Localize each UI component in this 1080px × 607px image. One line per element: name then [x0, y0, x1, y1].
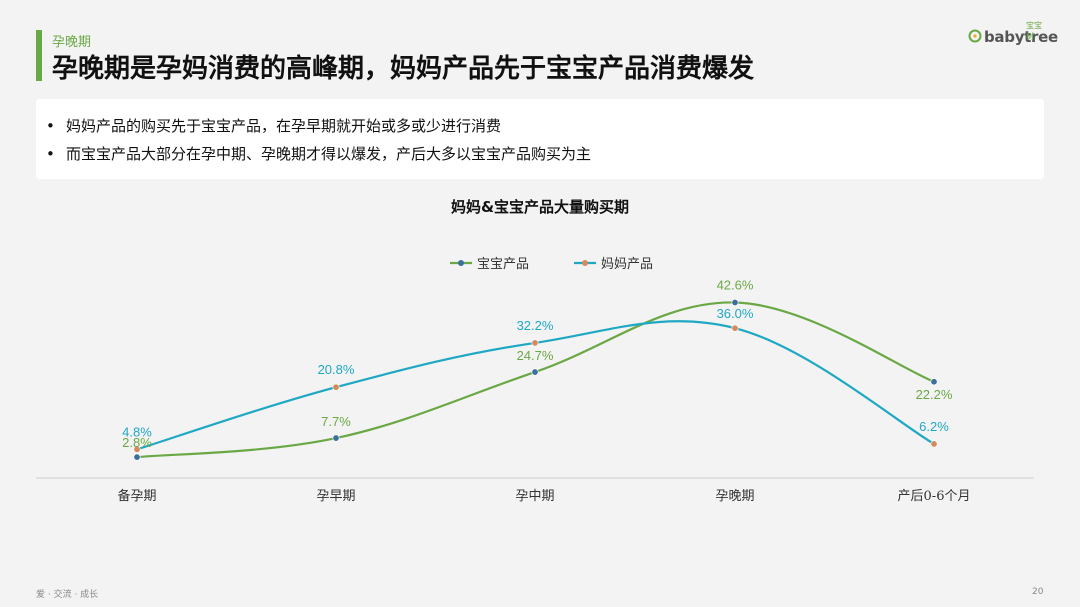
data-label: 36.0% — [717, 306, 754, 321]
summary-list: • 妈妈产品的购买先于宝宝产品，在孕早期就开始或多或少进行消费 • 而宝宝产品大部分… — [36, 99, 1044, 168]
data-label: 2.8% — [122, 435, 152, 450]
logo-text: babytree — [984, 28, 1058, 46]
summary-item: • 妈妈产品的购买先于宝宝产品，在孕早期就开始或多或少进行消费 — [46, 112, 1044, 140]
logo-cn-text: 宝宝树 — [1026, 21, 1042, 41]
legend-marker — [458, 260, 464, 266]
data-point — [731, 298, 739, 306]
data-label: 24.7% — [517, 348, 554, 363]
data-point — [133, 453, 141, 461]
section-label: 孕晚期 — [52, 35, 92, 50]
x-tick-label: 孕中期 — [515, 489, 554, 504]
accent-bar — [36, 30, 42, 81]
summary-text: 而宝宝产品大部分在孕中期、孕晚期才得以爆发，产后大多以宝宝产品购买为主 — [66, 145, 592, 163]
logo-leaf-icon — [968, 29, 982, 43]
data-point — [930, 440, 938, 448]
summary-box: • 妈妈产品的购买先于宝宝产品，在孕早期就开始或多或少进行消费 • 而宝宝产品大部分… — [36, 99, 1044, 179]
data-point — [133, 445, 141, 453]
page-title: 孕晚期是孕妈消费的高峰期，妈妈产品先于宝宝产品消费爆发 — [52, 54, 755, 84]
data-label: 42.6% — [717, 277, 754, 292]
data-label: 20.8% — [318, 362, 355, 377]
summary-item: • 而宝宝产品大部分在孕中期、孕晚期才得以爆发，产后大多以宝宝产品购买为主 — [46, 140, 1044, 168]
bullet: • — [46, 117, 55, 135]
legend-label: 宝宝产品 — [477, 257, 529, 272]
legend-label: 妈妈产品 — [601, 257, 653, 272]
data-point — [731, 324, 739, 332]
summary-text: 妈妈产品的购买先于宝宝产品，在孕早期就开始或多或少进行消费 — [66, 117, 502, 135]
x-tick-label: 产后0-6个月 — [898, 489, 971, 504]
legend-marker — [582, 260, 588, 266]
data-label: 22.2% — [916, 387, 953, 402]
data-label: 6.2% — [919, 419, 949, 434]
bullet: • — [46, 145, 55, 163]
page-number: 20 — [1032, 587, 1044, 597]
data-label: 4.8% — [122, 424, 152, 439]
x-tick-label: 孕早期 — [316, 489, 355, 504]
footer-tagline: 爱 · 交流 · 成长 — [36, 590, 99, 600]
data-point — [930, 378, 938, 386]
data-point — [332, 434, 340, 442]
brand-logo: babytree 宝宝树 — [968, 21, 1058, 48]
data-point — [531, 368, 539, 376]
data-point — [531, 339, 539, 347]
data-point — [332, 383, 340, 391]
x-tick-label: 备孕期 — [117, 488, 156, 504]
chart-title: 妈妈&宝宝产品大量购买期 — [450, 198, 630, 216]
data-label: 32.2% — [517, 318, 554, 333]
x-tick-label: 孕晚期 — [715, 489, 754, 504]
data-label: 7.7% — [321, 414, 351, 429]
